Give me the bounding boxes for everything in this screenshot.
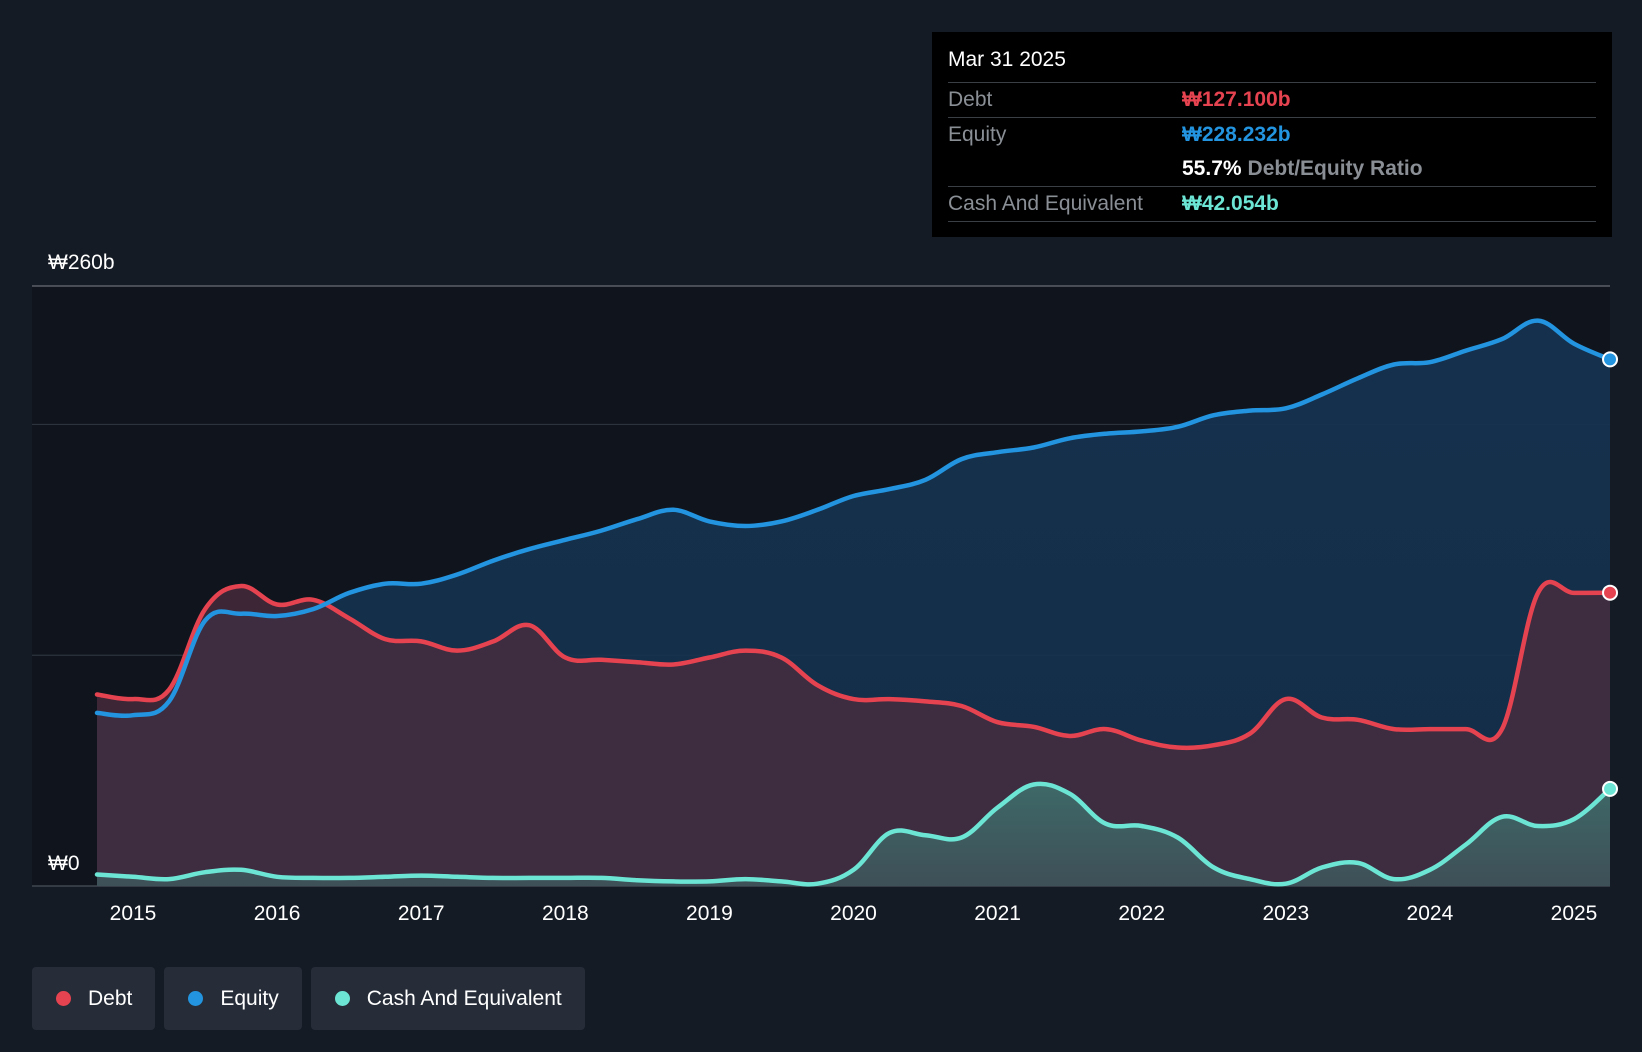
x-tick-label: 2022 xyxy=(1118,902,1165,925)
x-tick-label: 2018 xyxy=(542,902,589,925)
cash-line xyxy=(94,781,1613,887)
x-tick-label: 2017 xyxy=(398,902,445,925)
cash-dot-icon xyxy=(334,991,350,1006)
equity-end-marker xyxy=(1602,351,1619,368)
x-tick-label: 2015 xyxy=(110,902,157,925)
legend-item-debt[interactable]: Debt xyxy=(32,967,156,1030)
legend-label-debt: Debt xyxy=(88,986,133,1010)
tooltip-debt-value: ₩127.100b xyxy=(1182,88,1291,111)
debt-dot-icon xyxy=(56,991,71,1006)
debt-line xyxy=(94,579,1613,751)
x-tick-label: 2020 xyxy=(830,902,877,925)
tooltip-cash-row: Cash And Equivalent ₩42.054b xyxy=(948,186,1596,222)
legend-item-cash[interactable]: Cash And Equivalent xyxy=(310,967,585,1030)
tooltip-ratio-label: Debt/Equity Ratio xyxy=(1247,157,1423,180)
legend-item-equity[interactable]: Equity xyxy=(164,967,302,1030)
x-tick-label: 2021 xyxy=(974,902,1021,925)
debt-end-marker xyxy=(1602,584,1619,601)
tooltip-equity-row: Equity ₩228.232b xyxy=(948,117,1596,152)
x-tick-label: 2016 xyxy=(254,902,301,925)
legend: Debt Equity Cash And Equivalent xyxy=(32,967,585,1030)
debt-area xyxy=(97,582,1610,886)
equity-dot-icon xyxy=(188,991,204,1006)
y-axis-top-label: ₩260b xyxy=(48,251,115,274)
x-tick-label: 2019 xyxy=(686,902,733,925)
tooltip-date: Mar 31 2025 xyxy=(948,48,1066,71)
y-axis-bottom-label: ₩0 xyxy=(48,852,80,875)
legend-label-equity: Equity xyxy=(220,986,279,1010)
tooltip-ratio-row: 55.7% Debt/Equity Ratio xyxy=(948,152,1596,186)
tooltip-ratio-value: 55.7% xyxy=(1182,157,1242,180)
tooltip-panel: Mar 31 2025 Debt ₩127.100b Equity ₩228.2… xyxy=(932,32,1612,237)
x-tick-label: 2023 xyxy=(1262,902,1309,925)
tooltip-cash-label: Cash And Equivalent xyxy=(948,192,1143,215)
x-tick-label: 2024 xyxy=(1407,902,1454,925)
x-tick-label: 2025 xyxy=(1551,902,1598,925)
tooltip-equity-label: Equity xyxy=(948,123,1007,146)
equity-line xyxy=(94,318,1613,719)
tooltip-equity-value: ₩228.232b xyxy=(1182,123,1291,146)
cash-area xyxy=(97,783,1610,886)
tooltip-debt-row: Debt ₩127.100b xyxy=(948,82,1596,117)
tooltip-cash-value: ₩42.054b xyxy=(1182,192,1279,215)
tooltip-debt-label: Debt xyxy=(948,88,993,111)
legend-label-cash: Cash And Equivalent xyxy=(366,986,562,1010)
cash-end-marker xyxy=(1602,780,1619,797)
